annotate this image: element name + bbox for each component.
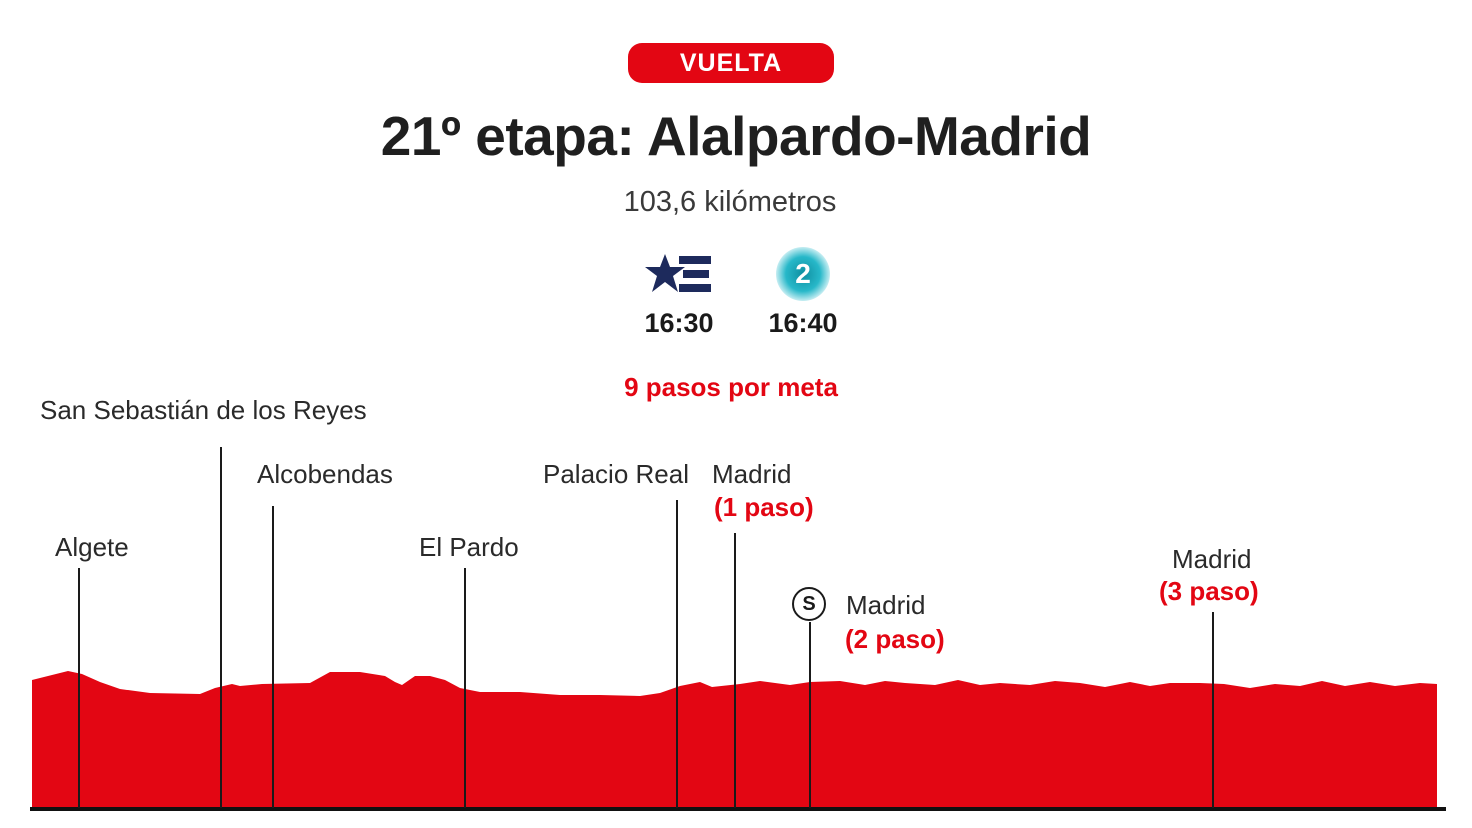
broadcast-time: 16:30: [644, 308, 714, 338]
tve2-icon: 2: [776, 247, 830, 301]
broadcast-tve2: 2 16:40: [758, 247, 848, 339]
place-label: Madrid: [712, 459, 792, 489]
place-label: El Pardo: [419, 532, 519, 562]
place-label: Alcobendas: [257, 459, 393, 489]
category-badge: VUELTA: [628, 43, 834, 83]
place-label: Algete: [55, 532, 129, 562]
stage-distance: 103,6 kilómetros: [623, 186, 837, 218]
sprint-icon: S: [792, 587, 826, 621]
pass-label: (1 paso): [714, 492, 814, 522]
place-label: Madrid: [1172, 544, 1252, 574]
pass-label: (2 paso): [845, 624, 945, 654]
broadcast-time: 16:40: [768, 308, 838, 338]
broadcast-eurosport: 16:30: [634, 250, 724, 339]
eurosport-icon: [634, 250, 724, 298]
page-title: 21º etapa: Alalpardo-Madrid: [380, 105, 1092, 167]
place-label: San Sebastián de los Reyes: [40, 395, 367, 425]
place-label: Palacio Real: [543, 459, 689, 489]
laps-note: 9 pasos por meta: [624, 372, 838, 402]
pass-label: (3 paso): [1159, 576, 1259, 606]
place-label: Madrid: [846, 590, 926, 620]
